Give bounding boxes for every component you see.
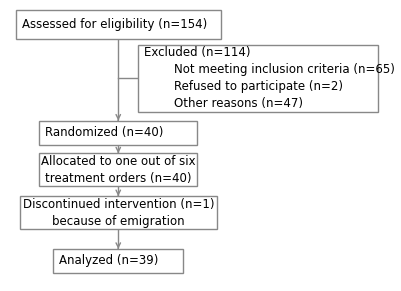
FancyBboxPatch shape bbox=[39, 153, 196, 186]
FancyBboxPatch shape bbox=[20, 196, 216, 229]
Text: Allocated to one out of six
treatment orders (n=40): Allocated to one out of six treatment or… bbox=[41, 155, 195, 185]
FancyBboxPatch shape bbox=[16, 10, 220, 39]
FancyBboxPatch shape bbox=[53, 249, 183, 273]
Text: Assessed for eligibility (n=154): Assessed for eligibility (n=154) bbox=[22, 18, 207, 31]
FancyBboxPatch shape bbox=[138, 45, 377, 112]
Text: Discontinued intervention (n=1)
because of emigration: Discontinued intervention (n=1) because … bbox=[22, 198, 213, 228]
Text: Excluded (n=114)
        Not meeting inclusion criteria (n=65)
        Refused t: Excluded (n=114) Not meeting inclusion c… bbox=[144, 47, 394, 111]
FancyBboxPatch shape bbox=[39, 120, 196, 145]
Text: Analyzed (n=39): Analyzed (n=39) bbox=[59, 255, 158, 267]
Text: Randomized (n=40): Randomized (n=40) bbox=[45, 126, 163, 139]
